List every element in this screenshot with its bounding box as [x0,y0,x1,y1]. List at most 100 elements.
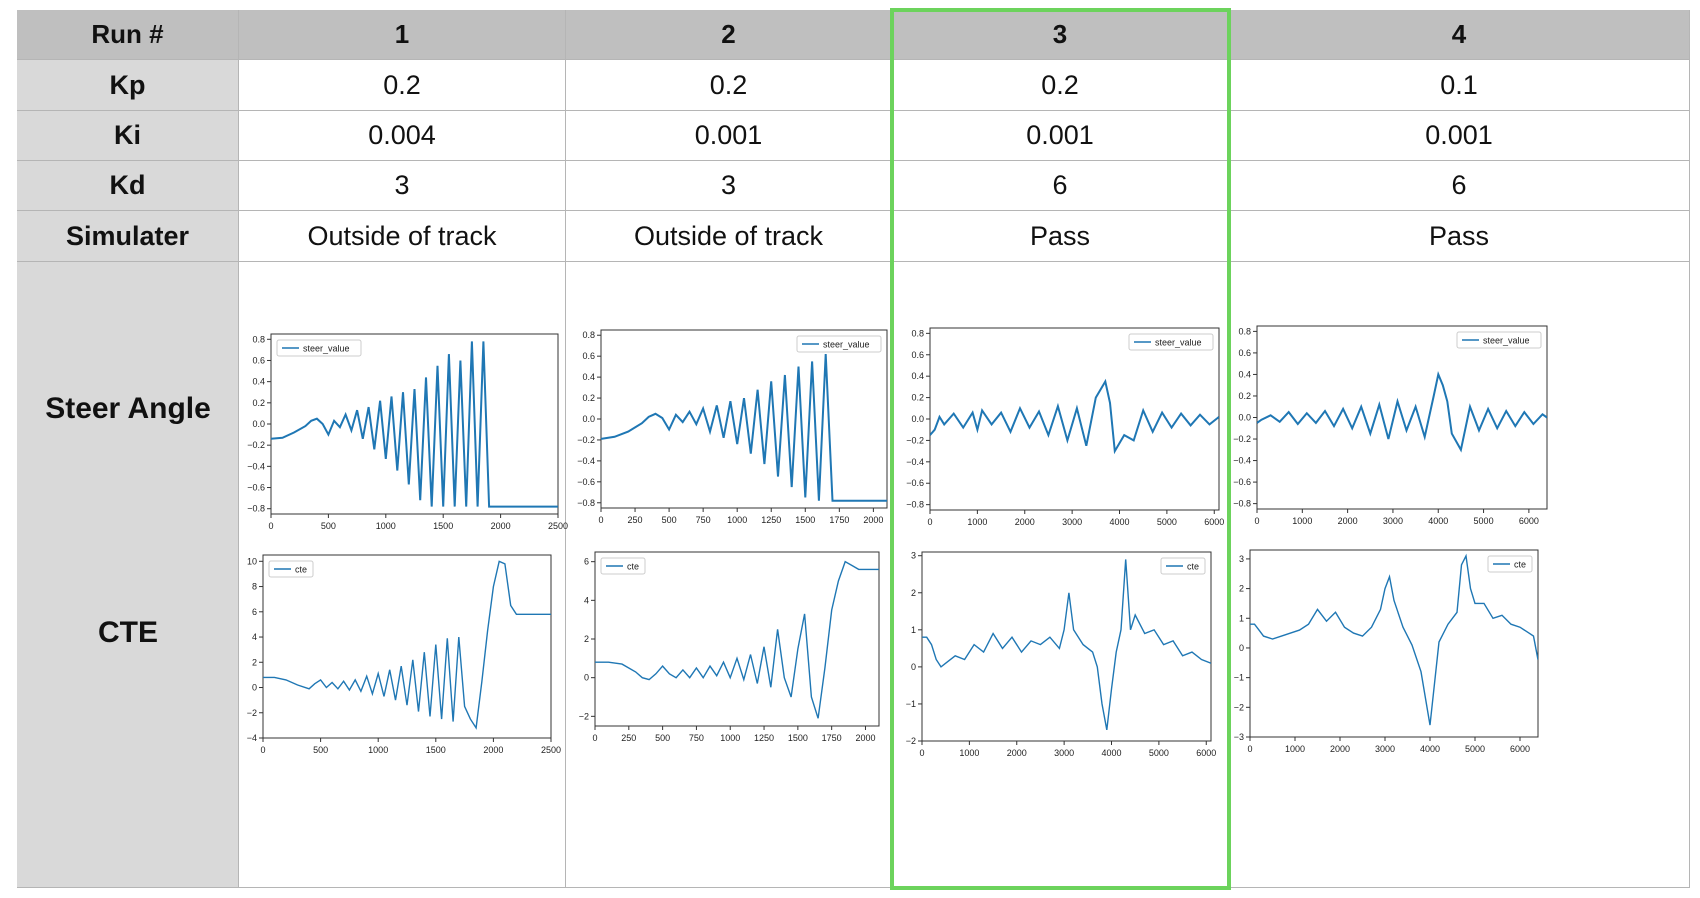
y-tick-label: 0.6 [1238,348,1251,358]
y-tick-label: 2 [584,634,589,644]
y-tick-label: 0.0 [252,419,265,429]
plot-frame [921,551,1212,742]
y-tick-label: −0.4 [1233,456,1251,466]
kd-run-2: 3 [566,161,892,211]
y-tick-label: −0.6 [577,477,595,487]
y-tick-label: −2 [247,708,257,718]
y-tick-label: −0.6 [247,483,265,493]
kd-run-3: 6 [892,161,1229,211]
x-tick-label: 2000 [1007,748,1027,758]
y-tick-label: 0.6 [911,350,924,360]
legend-label: cte [1514,560,1526,570]
plot-frame [262,554,552,739]
y-tick-label: 0.4 [1238,369,1251,379]
y-tick-label: 0.8 [911,328,924,338]
x-tick-label: 2000 [1338,516,1358,526]
y-tick-label: 0.6 [582,351,595,361]
y-tick-label: 0.4 [252,377,265,387]
x-tick-label: 4000 [1109,517,1129,527]
x-tick-label: 1250 [761,515,781,525]
x-tick-label: 1500 [788,733,808,743]
y-tick-label: −0.2 [906,435,924,445]
legend-label: cte [1187,562,1199,572]
x-tick-label: 5000 [1465,744,1485,754]
x-tick-label: 0 [1254,516,1259,526]
x-tick-label: 1000 [967,517,987,527]
simulater-run-1: Outside of track [239,211,566,262]
series-cte [263,560,551,730]
y-tick-label: −3 [1234,732,1244,742]
kd-run-4: 6 [1229,161,1690,211]
y-tick-label: −2 [1234,702,1244,712]
y-tick-label: 1 [911,625,916,635]
x-tick-label: 500 [662,515,677,525]
x-tick-label: 1000 [368,745,388,755]
kd-run-1: 3 [239,161,566,211]
y-tick-label: 0 [252,683,257,693]
y-tick-label: 6 [252,607,257,617]
x-tick-label: 1750 [822,733,842,743]
chart-cte2: 0 250 500 750 1000 1250 1500 1750 2000 −2 0 2 4 6 cte [579,551,880,743]
x-tick-label: 3000 [1375,744,1395,754]
x-tick-label: 2500 [541,745,561,755]
header-run-2: 2 [566,10,892,60]
x-tick-label: 1500 [433,521,453,531]
y-tick-label: 2 [1239,584,1244,594]
y-tick-label: 4 [584,595,589,605]
plot-frame [600,329,888,509]
y-tick-label: 6 [584,557,589,567]
legend-label: cte [627,562,639,572]
series-steer_value [930,378,1219,455]
x-tick-label: 5000 [1157,517,1177,527]
row-label-kd: Kd [17,161,239,211]
y-tick-label: 0 [584,673,589,683]
y-tick-label: 0.2 [582,393,595,403]
legend-label: steer_value [823,340,870,350]
x-tick-label: 4000 [1420,744,1440,754]
x-tick-label: 0 [927,517,932,527]
chart-steer3: 0 1000 2000 3000 4000 5000 6000 −0.8 −0.6 −0.4 −0.… [906,327,1224,527]
x-tick-label: 3000 [1062,517,1082,527]
y-tick-label: −0.4 [906,457,924,467]
plot-frame [1249,549,1539,738]
chart-cte1: 0 500 1000 1500 2000 2500 −4 −2 0 2 4 6 8 10 cte [247,554,561,755]
x-tick-label: 2000 [855,733,875,743]
kp-run-2: 0.2 [566,60,892,111]
y-tick-label: 3 [1239,554,1244,564]
plot-row-labels: Steer Angle CTE [17,262,239,888]
ki-run-2: 0.001 [566,111,892,161]
row-label-ki: Ki [17,111,239,161]
x-tick-label: 1500 [795,515,815,525]
legend-label: steer_value [1483,336,1530,346]
y-tick-label: −0.6 [906,478,924,488]
x-tick-label: 1250 [754,733,774,743]
y-tick-label: 0.2 [252,398,265,408]
kp-run-1: 0.2 [239,60,566,111]
y-tick-label: 0.4 [911,371,924,381]
ki-run-3: 0.001 [892,111,1229,161]
x-tick-label: 1000 [1292,516,1312,526]
legend-box [1128,333,1214,351]
y-tick-label: 0 [1239,643,1244,653]
row-label-kp: Kp [17,60,239,111]
y-tick-label: 10 [247,556,257,566]
y-tick-label: −1 [1234,673,1244,683]
y-tick-label: −4 [247,733,257,743]
y-tick-label: 8 [252,582,257,592]
x-tick-label: 250 [628,515,643,525]
y-tick-label: 0.0 [911,414,924,424]
y-tick-label: −2 [906,736,916,746]
plot-frame [270,333,559,515]
x-tick-label: 2000 [491,521,511,531]
x-tick-label: 4000 [1101,748,1121,758]
chart-steer4: 0 1000 2000 3000 4000 5000 6000 −0.8 −0.6 −0.4 −0.… [1233,325,1548,526]
x-tick-label: 2000 [1330,744,1350,754]
x-tick-label: 2000 [1015,517,1035,527]
x-tick-label: 1000 [376,521,396,531]
y-tick-label: −0.8 [906,500,924,510]
x-tick-label: 6000 [1519,516,1539,526]
y-tick-label: −2 [579,711,589,721]
y-tick-label: 0.8 [252,334,265,344]
kp-run-3: 0.2 [892,60,1229,111]
chart-steer1: 0 500 1000 1500 2000 2500 −0.8 −0.6 −0.4 −0.2 0.0 0… [247,333,568,531]
